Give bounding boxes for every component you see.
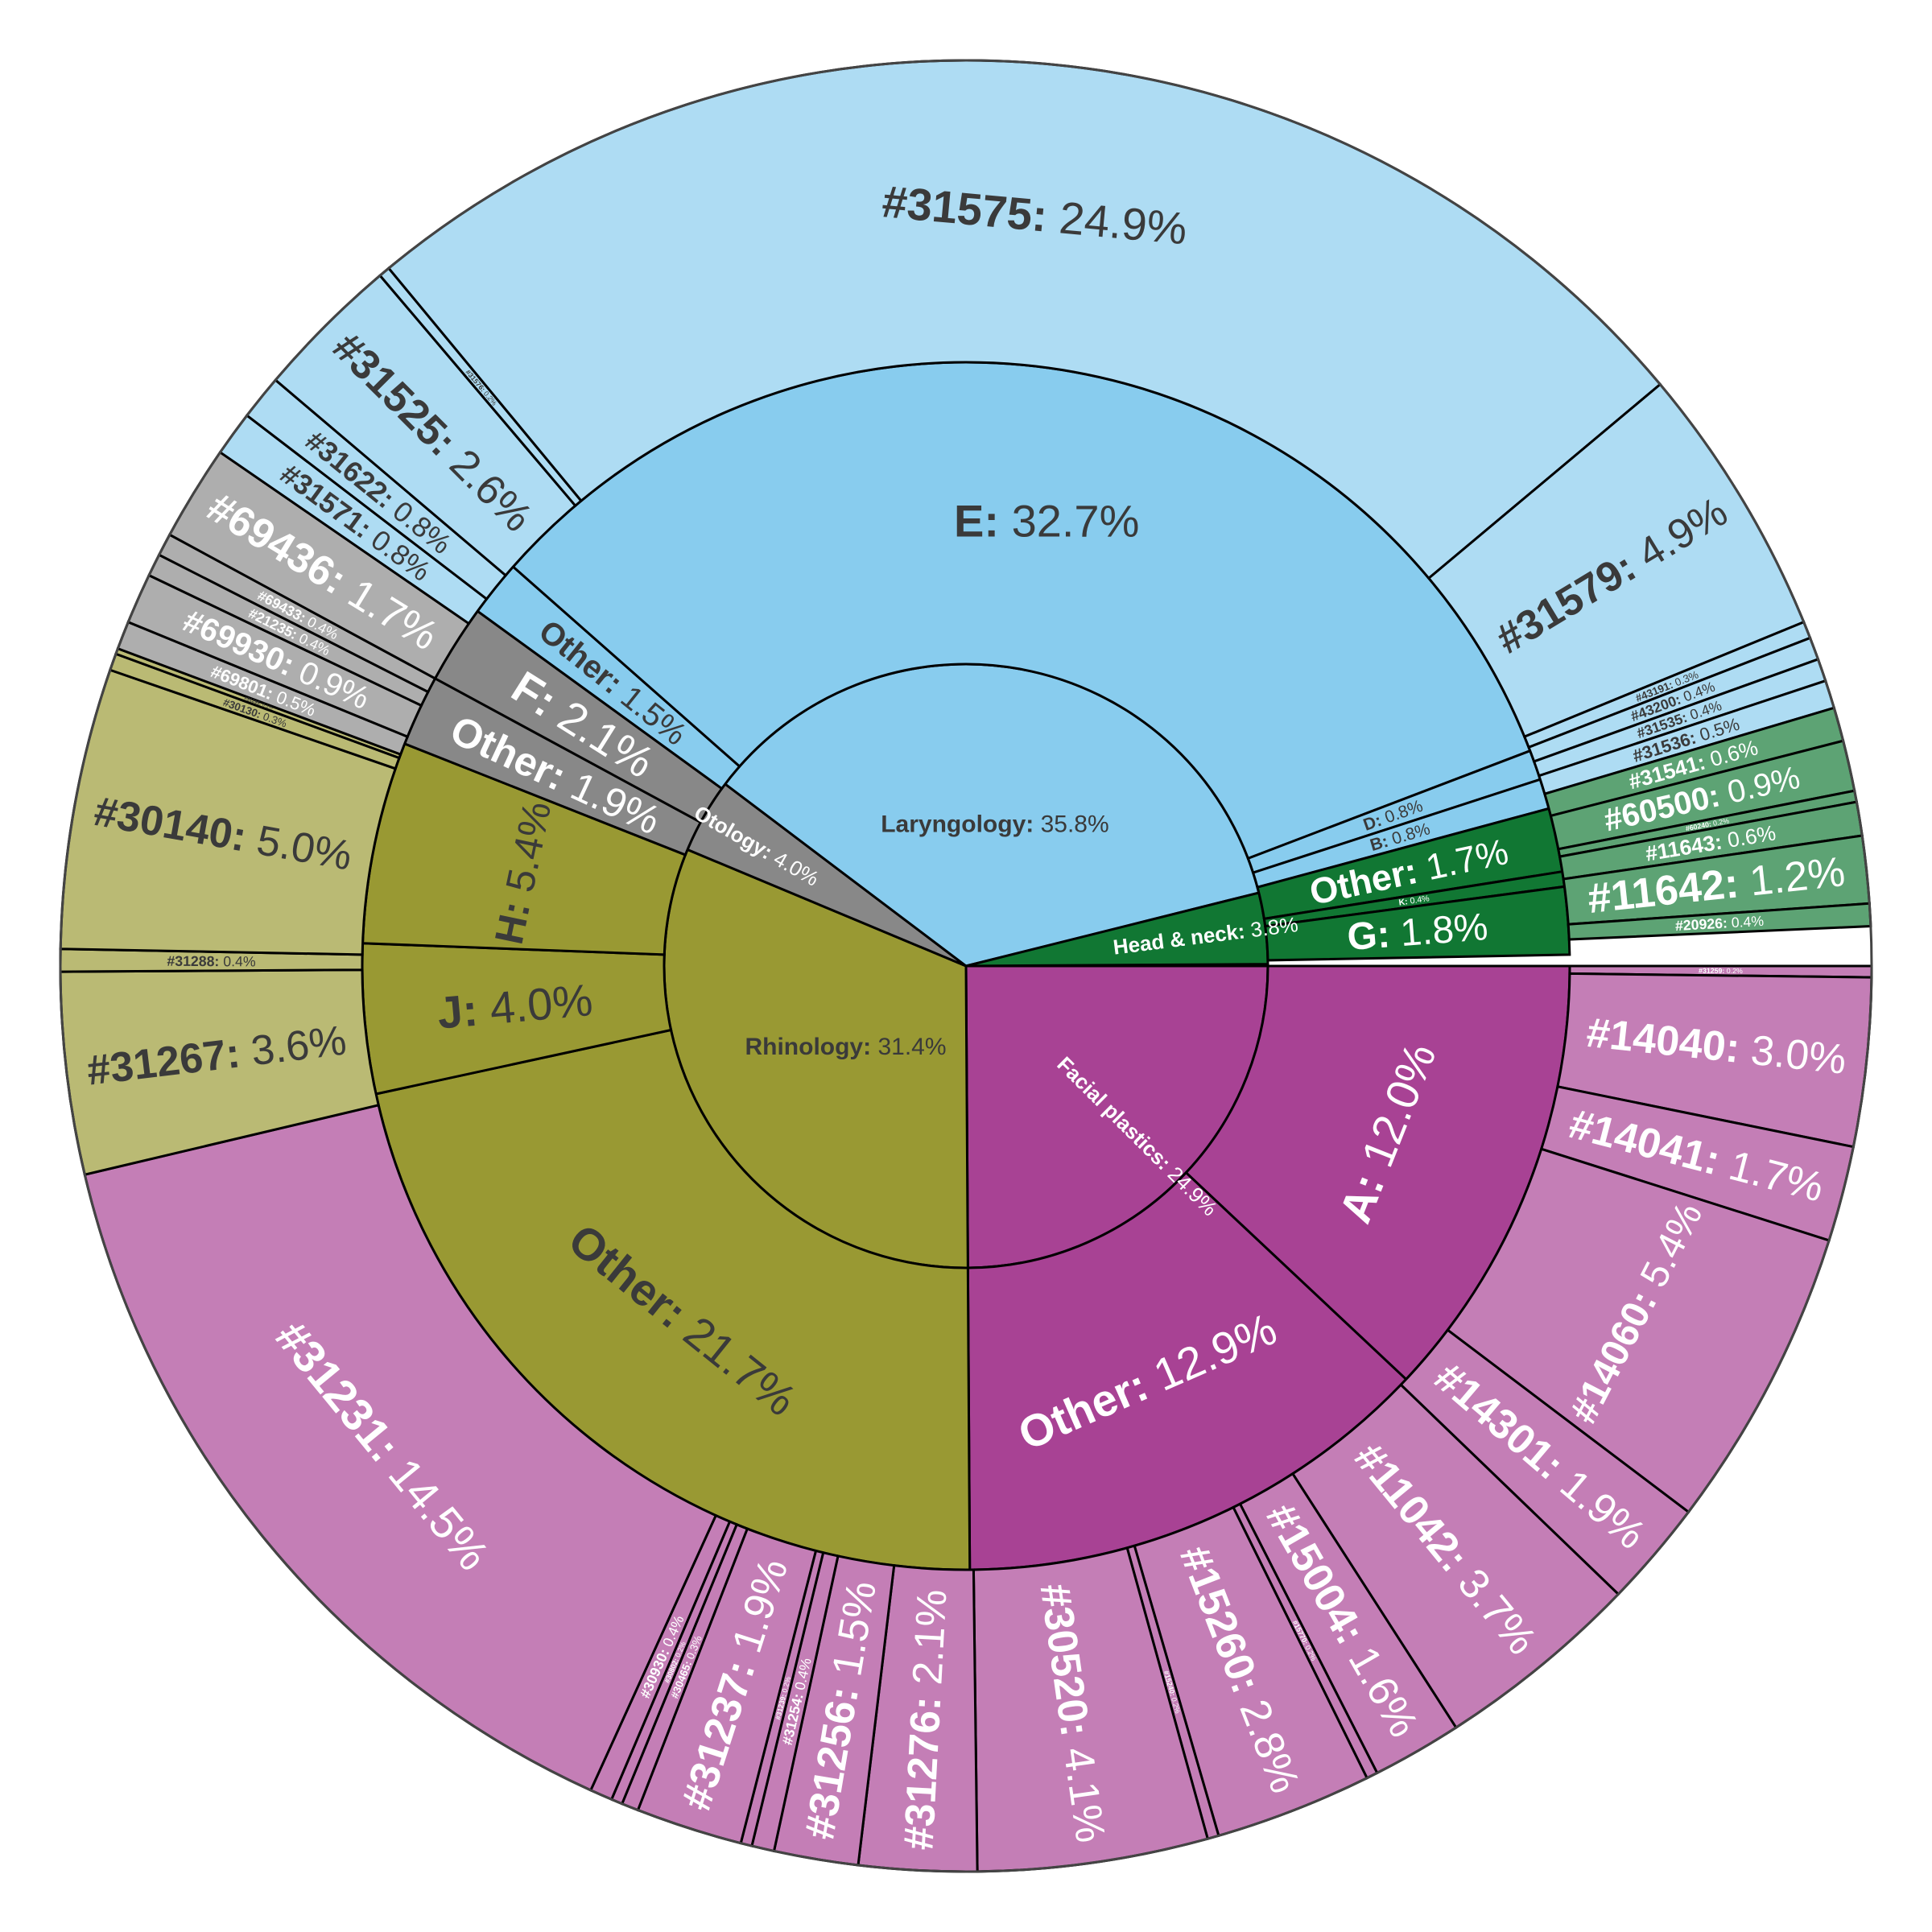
label-value: 0.4% [1727, 913, 1765, 931]
label-name: #31276: [895, 1695, 950, 1852]
label-value: 0.2% [1711, 816, 1730, 828]
label-value: 4.0% [475, 974, 594, 1034]
label-value: 0.2% [1724, 967, 1743, 975]
label-value: 31.4% [871, 1034, 946, 1060]
label-outer-31276: #31276: 2.1% [895, 1588, 956, 1851]
label-value: 3.0% [1737, 1026, 1848, 1084]
label-name: Rhinology: [745, 1034, 871, 1060]
label-name: E: [954, 495, 999, 546]
label-name: K: [1398, 897, 1409, 907]
label-middle-k: K: 0.4% [1398, 894, 1430, 907]
outer-border [59, 59, 1873, 1873]
label-value: 1.2% [1736, 848, 1847, 906]
label-inner-rhinology: Rhinology: 31.4% [745, 1034, 946, 1060]
label-value: 0.1% [260, 702, 274, 711]
segments [59, 59, 1873, 1873]
label-middle-j: J: 4.0% [436, 974, 595, 1038]
label-value: 32.7% [999, 495, 1139, 546]
label-middle-e: E: 32.7% [954, 495, 1139, 546]
label-name: J: [436, 984, 480, 1038]
label-value: 2.1% [904, 1588, 956, 1698]
label-name: #31259: [1699, 967, 1724, 975]
label-value: 0.4% [219, 953, 256, 969]
label-value: 35.8% [1034, 811, 1108, 837]
label-outer-20926: #20926: 0.4% [1674, 913, 1764, 934]
label-inner-laryngology: Laryngology: 35.8% [881, 811, 1108, 837]
label-middle-g: G: 1.8% [1346, 906, 1489, 959]
label-name: #31288: [167, 953, 219, 969]
label-name: G: [1346, 913, 1392, 959]
label-name: #20926: [1674, 914, 1728, 934]
label-outer-31259: #31259: 0.2% [1699, 967, 1743, 975]
label-value: 0.4% [1407, 894, 1430, 906]
label-value: 1.8% [1389, 906, 1490, 956]
label-outer-31288: #31288: 0.4% [167, 953, 256, 970]
label-name: H: [486, 898, 539, 948]
label-name: Laryngology: [881, 811, 1034, 837]
